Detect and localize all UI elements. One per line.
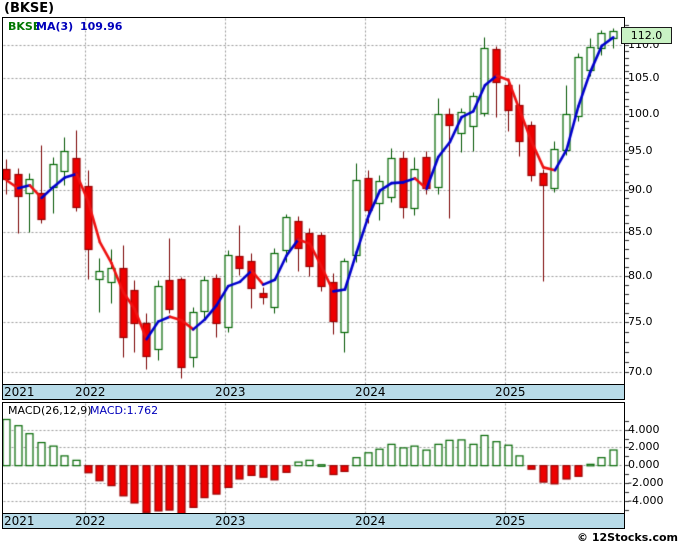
macd-tick-label: 2.000 (628, 440, 660, 454)
year-label: 2025 (495, 514, 526, 528)
price-tick-label: 85.0 (628, 224, 653, 238)
year-label: 2023 (215, 385, 246, 399)
year-label: 2025 (495, 385, 526, 399)
macd-tick-label: -2.000 (628, 475, 664, 489)
symbol-label: BKSE (8, 20, 41, 33)
macd-tick-label: 0.000 (628, 458, 660, 472)
last-price-badge: 112.0 (621, 27, 672, 44)
price-tick-label: 105.0 (628, 71, 660, 85)
macd-value-label: MACD:1.762 (90, 404, 159, 417)
year-label: 2024 (355, 385, 386, 399)
macd-chart-canvas (3, 403, 624, 514)
year-label: 2021 (4, 514, 35, 528)
price-xaxis-band: 2021 2022 2023 2024 2025 (3, 384, 624, 399)
year-label: 2022 (75, 514, 106, 528)
ma-label: MA(3) (36, 20, 74, 33)
macd-tick-label: -4.000 (628, 493, 664, 507)
axis-ticks-canvas (624, 18, 632, 518)
year-label: 2024 (355, 514, 386, 528)
price-tick-label: 95.0 (628, 143, 653, 157)
price-tick-label: 70.0 (628, 365, 653, 379)
price-tick-label: 100.0 (628, 106, 660, 120)
price-panel: BKSE MA(3) 109.96 2021 2022 2023 2024 2025 (2, 17, 625, 400)
macd-tick-label: 4.000 (628, 422, 660, 436)
price-chart-canvas (3, 18, 624, 385)
price-tick-label: 80.0 (628, 268, 653, 282)
year-label: 2023 (215, 514, 246, 528)
year-label: 2022 (75, 385, 106, 399)
year-label: 2021 (4, 385, 35, 399)
price-tick-label: 90.0 (628, 183, 653, 197)
macd-xaxis-band: 2021 2022 2023 2024 2025 (3, 513, 624, 528)
ma-value: 109.96 (80, 20, 123, 33)
macd-params-label: MACD(26,12,9) (8, 404, 92, 417)
price-tick-label: 75.0 (628, 315, 653, 329)
stock-symbol-title: (BKSE) (4, 1, 55, 16)
watermark-link[interactable]: © 12Stocks.com (577, 531, 678, 544)
macd-panel: MACD(26,12,9) MACD:1.762 2021 2022 2023 202… (2, 402, 625, 529)
